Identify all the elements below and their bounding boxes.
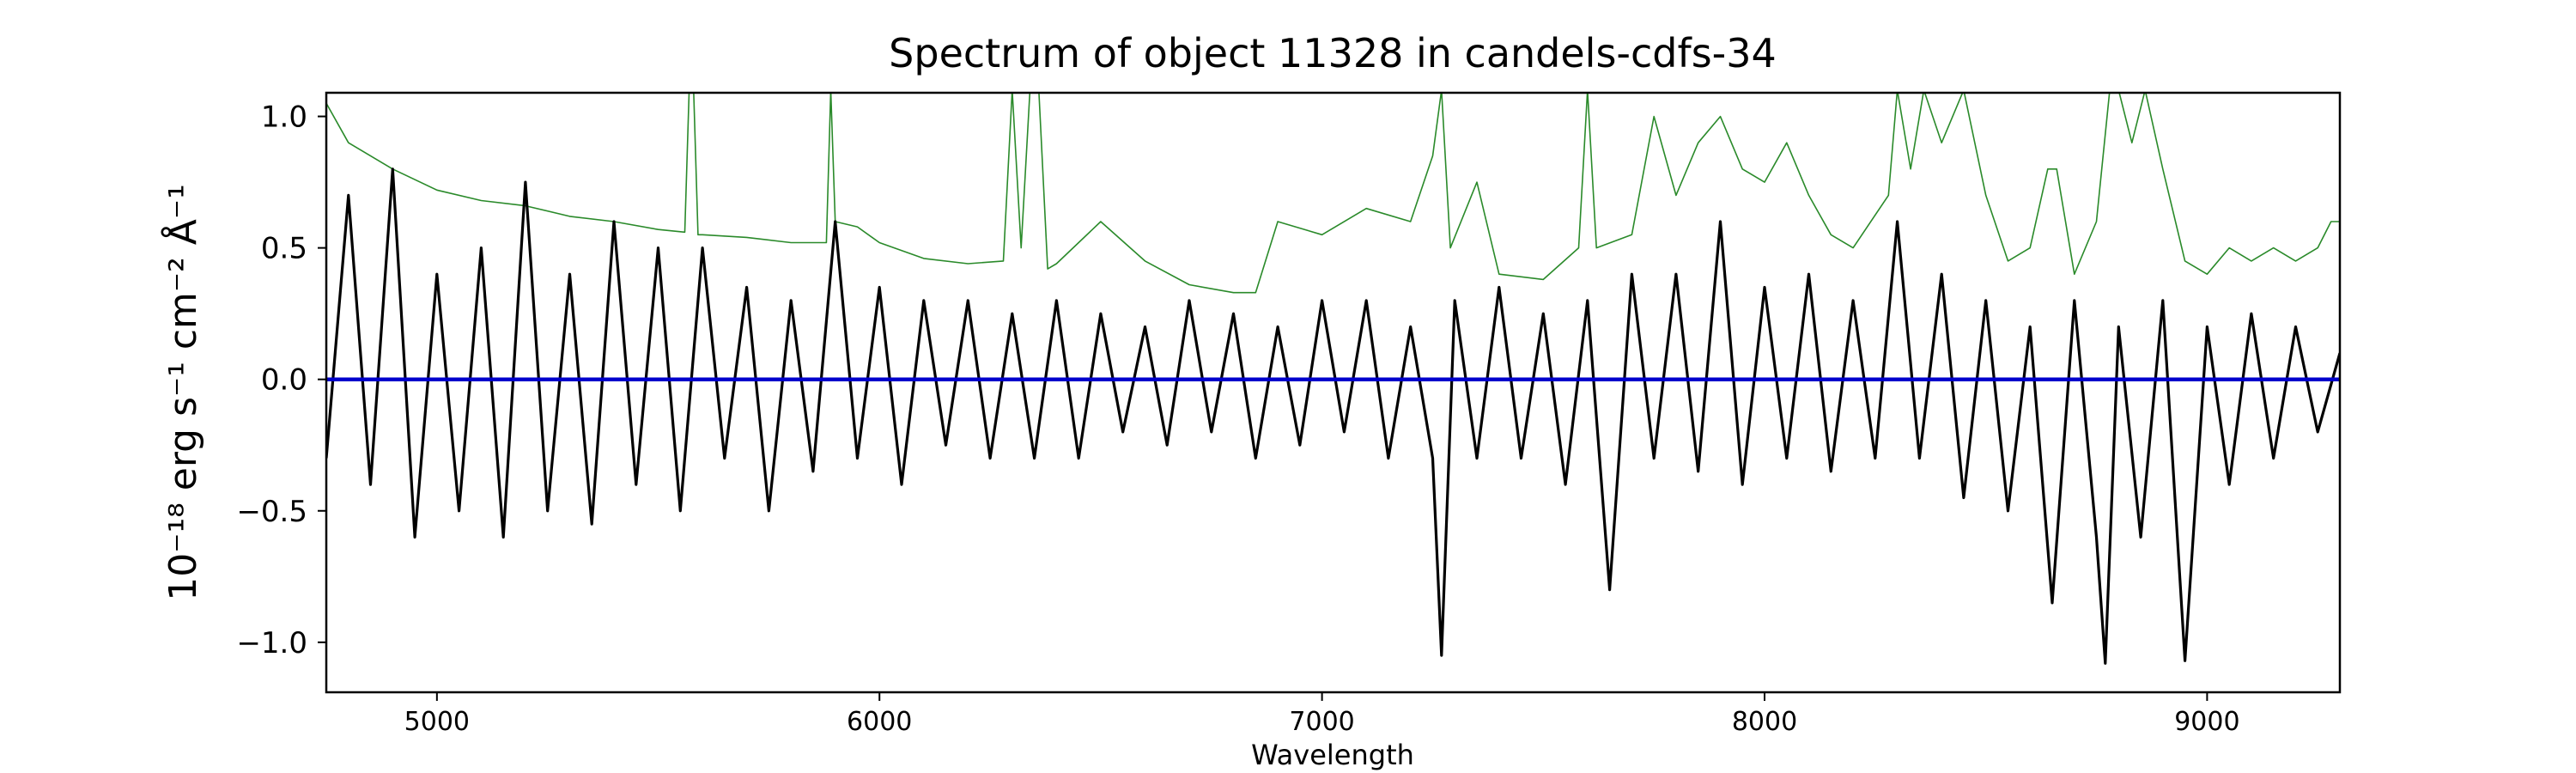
y-tick-label: 0.5 [261,232,307,266]
y-axis-label: 10⁻¹⁸ erg s⁻¹ cm⁻² Å⁻¹ [160,184,205,600]
series-error-line [326,93,2340,294]
x-tick-label: 8000 [1732,707,1797,737]
y-tick-label: 0.0 [261,363,307,398]
x-tick-label: 7000 [1289,707,1354,737]
x-tick-label: 6000 [847,707,912,737]
plot-area [325,91,2342,694]
x-tick-label: 9000 [2174,707,2239,737]
y-tick-label: −0.5 [236,495,307,529]
plot-frame [325,91,2342,694]
y-tick-label: 1.0 [261,100,307,135]
y-tick-label: −1.0 [236,626,307,660]
y-axis: −1.0 −0.5 0.0 0.5 1.0 [236,100,326,660]
chart-title: Spectrum of object 11328 in candels-cdfs… [889,30,1777,76]
series-layer [326,93,2340,665]
x-axis: 5000 6000 7000 8000 9000 [404,692,2240,737]
x-tick-label: 5000 [404,707,470,737]
x-axis-label: Wavelength [1251,739,1414,771]
